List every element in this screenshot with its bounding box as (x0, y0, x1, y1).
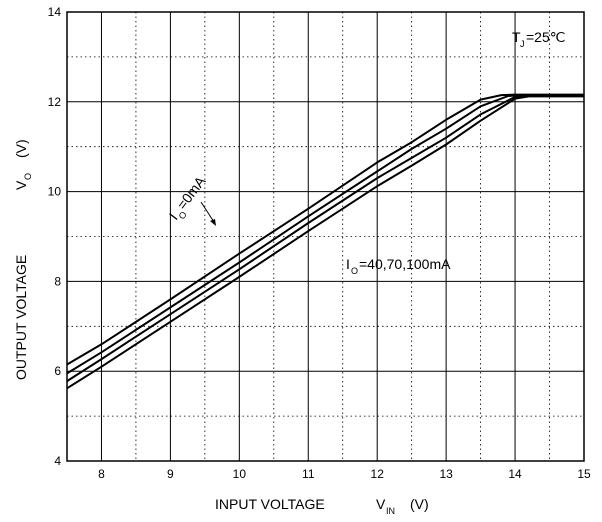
io-zero-arrow (200, 201, 216, 226)
x-tick-label: 10 (233, 467, 247, 481)
x-axis-unit: (V) (410, 496, 429, 512)
y-tick-label: 14 (48, 5, 62, 19)
x-tick-label: 12 (371, 467, 385, 481)
x-tick-label: 8 (98, 467, 105, 481)
temperature-symbol: T (512, 29, 521, 45)
x-tick-label: 9 (167, 467, 174, 481)
y-tick-label: 8 (54, 274, 61, 288)
x-tick-label: 15 (577, 467, 591, 481)
x-axis-symbol: V (376, 496, 386, 512)
x-axis-subscript: IN (386, 506, 395, 516)
series-line-2 (66, 94, 584, 375)
x-tick-label: 14 (508, 467, 522, 481)
series-group (66, 93, 584, 390)
y-axis-subscript: O (23, 173, 33, 180)
temperature-value: =25℃ (526, 29, 565, 45)
tick-labels: 8 9 10 11 12 13 14 15 4 6 8 10 12 14 (48, 5, 591, 481)
y-axis-unit: (V) (13, 139, 29, 158)
plot-frame (66, 11, 585, 462)
grid (67, 12, 584, 461)
series-line-1 (66, 93, 584, 366)
io-loads-symbol: I (346, 256, 350, 272)
x-axis-label: INPUT VOLTAGE (215, 496, 325, 512)
io-zero-subscript: O (177, 210, 189, 222)
temperature-subscript: J (520, 39, 525, 49)
io-loads-value: =40,70,100mA (359, 256, 451, 272)
y-tick-label: 12 (48, 95, 62, 109)
series-line-4 (66, 95, 584, 390)
x-tick-label: 11 (302, 467, 315, 481)
x-tick-label: 13 (439, 467, 453, 481)
y-tick-label: 4 (54, 454, 61, 468)
io-loads-subscript: O (351, 266, 358, 276)
series-line-3 (66, 94, 584, 382)
y-tick-label: 6 (54, 364, 61, 378)
y-axis-symbol: V (13, 180, 29, 190)
y-axis-label: OUTPUT VOLTAGE (13, 255, 29, 380)
y-tick-label: 10 (48, 185, 62, 199)
